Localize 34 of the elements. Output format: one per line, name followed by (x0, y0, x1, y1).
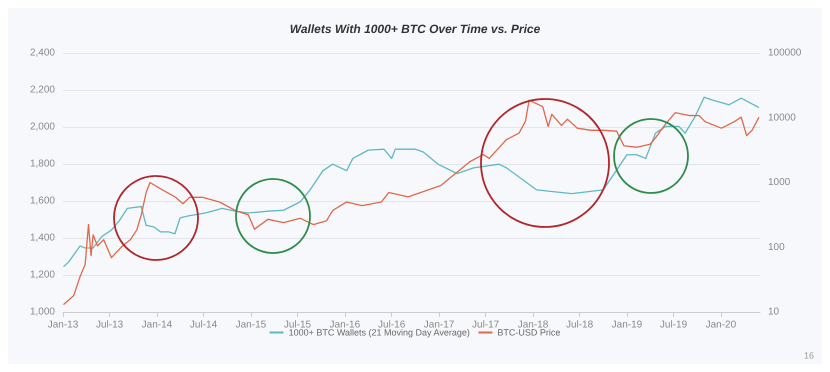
legend-label: BTC-USD Price (497, 328, 560, 338)
x-tick-label: Jul-14 (190, 320, 218, 330)
x-tick-label: Jul-16 (378, 320, 406, 330)
x-tick-label: Jan-19 (612, 320, 643, 330)
y-tick-label: 1,000 (30, 306, 56, 318)
x-tick-label: Jul-15 (284, 320, 312, 330)
y-tick-label: 1,800 (30, 158, 56, 170)
y2-tick-label: 100000 (768, 48, 802, 58)
legend-label: 1000+ BTC Wallets (21 Moving Day Average) (288, 328, 470, 338)
x-tick-label: Jan-18 (518, 320, 549, 330)
y-tick-label: 2,000 (30, 122, 56, 132)
line-series (62, 100, 760, 306)
y-tick-label: 1,600 (30, 196, 56, 206)
y2-tick-label: 10 (768, 306, 780, 318)
text: 16 (804, 350, 814, 360)
line-series (62, 96, 760, 268)
x-tick-label: Jan-17 (424, 320, 455, 330)
x-tick-label: Jan-16 (330, 320, 361, 330)
x-tick-label: Jan-15 (236, 320, 267, 330)
y2-tick-label: 10000 (768, 112, 796, 124)
x-tick-label: Jul-17 (472, 320, 500, 330)
x-tick-label: Jan-13 (48, 320, 79, 330)
y-tick-label: 1,200 (30, 270, 56, 280)
x-tick-label: Jan-14 (142, 320, 173, 330)
x-tick-label: Jul-18 (566, 320, 594, 330)
x-tick-label: Jul-19 (660, 320, 688, 330)
y-tick-label: 1,400 (30, 232, 56, 244)
y-tick-label: 2,200 (30, 84, 56, 96)
x-tick-label: Jan-20 (706, 320, 737, 330)
chart-title: Wallets With 1000+ BTC Over Time vs. Price (290, 22, 541, 36)
y-tick-label: 2,400 (30, 48, 56, 58)
x-tick-label: Jul-13 (96, 320, 124, 330)
y2-tick-label: 100 (768, 242, 786, 253)
y2-tick-label: 1000 (768, 177, 791, 188)
